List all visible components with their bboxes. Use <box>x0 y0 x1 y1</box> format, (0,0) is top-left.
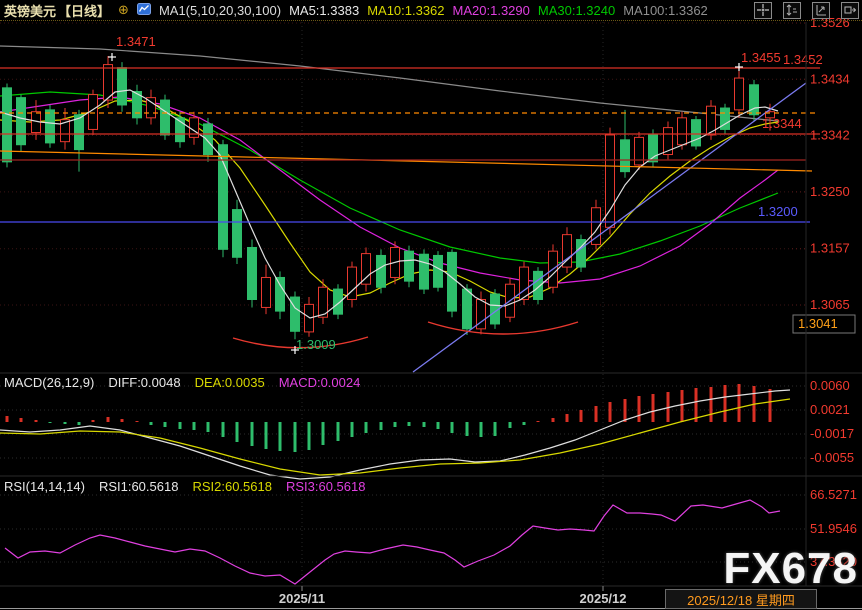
candle-body-down <box>404 250 414 282</box>
y-axis-label: 1.3250 <box>810 184 850 199</box>
price-annotation: 1.3344 <box>762 116 802 131</box>
ma-line-ma5 <box>0 89 779 319</box>
candle-body-down <box>117 67 127 106</box>
candle-body-down <box>160 99 170 136</box>
candle-body-down <box>749 84 759 116</box>
candle-body-down <box>376 254 386 288</box>
ma-line-ma30 <box>0 91 779 264</box>
legend-ma10: MA10:1.3362 <box>367 2 445 18</box>
macd-axis-label: 0.0060 <box>810 378 850 393</box>
candle-body-down <box>247 246 257 300</box>
candle-body-up <box>677 117 687 146</box>
ma-line-ma100 <box>0 45 779 122</box>
price-annotation: 1.3452 <box>783 52 823 67</box>
candle-body-down <box>720 107 730 130</box>
chart-type-icon[interactable] <box>136 2 151 19</box>
price-annotation: 1.3455 <box>741 50 781 65</box>
candle-body-down <box>333 288 343 315</box>
macd-axis-label: -0.0017 <box>810 426 854 441</box>
arc-annotation <box>232 336 369 349</box>
candle-body-up <box>562 234 572 268</box>
x-axis-label: 2025/11 <box>279 591 325 606</box>
candle-body-down <box>275 276 285 312</box>
candle-body-up <box>605 134 615 228</box>
candle-body-up <box>304 303 314 333</box>
crosshair-icon[interactable] <box>754 1 772 19</box>
fit-vertical-axis-icon[interactable] <box>783 1 801 19</box>
ma-settings-label: MA1(5,10,20,30,100) <box>158 2 282 18</box>
candle-body-down <box>175 117 185 143</box>
y-axis-label: 1.3065 <box>810 297 850 312</box>
rsi-axis-label: 66.5271 <box>810 487 857 502</box>
price-annotation: 1.3471 <box>116 34 156 49</box>
pan-right-icon[interactable] <box>841 1 859 19</box>
candle-body-up <box>519 266 529 300</box>
legend-ma5: MA5:1.3383 <box>289 2 360 18</box>
price-annotation: 1.3009 <box>296 337 336 352</box>
candle-body-down <box>419 253 429 290</box>
candle-body-down <box>45 109 55 144</box>
candle-body-down <box>620 139 630 173</box>
candle-body-down <box>447 251 457 312</box>
expand-icon[interactable]: ⊕ <box>118 2 129 17</box>
period-selector[interactable]: 【日线】 <box>58 3 111 19</box>
highlight-price-box <box>792 314 856 334</box>
fit-right-axis-icon[interactable] <box>812 1 830 19</box>
y-axis-label: 1.3434 <box>810 71 850 86</box>
candle-body-down <box>533 270 543 300</box>
y-axis-label: 1.3526 <box>810 15 850 30</box>
candle-body-down <box>16 97 26 146</box>
candle-body-down <box>290 296 300 332</box>
candle-body-down <box>2 87 12 163</box>
rsi-axis-label: 51.9546 <box>810 521 857 536</box>
rsi-axis-label: 37.3820 <box>810 554 857 569</box>
candle-body-down <box>132 91 142 119</box>
candle-body-up <box>634 136 644 166</box>
macd-axis-label: 0.0021 <box>810 402 850 417</box>
candle-body-down <box>203 123 213 156</box>
candle-body-up <box>361 253 371 285</box>
candle-body-down <box>433 254 443 288</box>
y-axis-label: 1.3157 <box>810 241 850 256</box>
rsi-line <box>4 499 781 585</box>
candle-body-up <box>734 77 744 111</box>
y-axis-label: 1.3342 <box>810 128 850 143</box>
candle-body-down <box>232 209 242 258</box>
candle-body-up <box>60 119 70 143</box>
x-axis-label: 2025/12 <box>580 591 627 606</box>
candle-body-down <box>691 119 701 147</box>
macd-dea-line <box>0 398 791 476</box>
candle-body-up <box>103 64 113 101</box>
candle-body-up <box>318 286 328 318</box>
current-date-label: 2025/12/18 星期四 <box>665 589 817 609</box>
symbol-name: 英镑美元 <box>4 3 57 19</box>
macd-axis-label: -0.0055 <box>810 450 854 465</box>
support-line <box>0 150 813 172</box>
trendline <box>412 82 807 373</box>
candle-body-down <box>218 144 228 250</box>
legend-ma30: MA30:1.3240 <box>537 2 616 18</box>
candle-body-up <box>146 97 156 119</box>
candle-body-up <box>706 105 716 136</box>
candle-body-up <box>765 111 775 119</box>
candle-body-up <box>476 298 486 330</box>
legend-ma20: MA20:1.3290 <box>452 2 530 18</box>
macd-diff-line <box>0 389 791 480</box>
candle-body-down <box>648 134 658 163</box>
candle-body-up <box>663 127 673 156</box>
title-bar: 英镑美元 【日线】 ⊕ MA1(5,10,20,30,100) MA5:1.338… <box>0 0 862 21</box>
ma-line-ma10 <box>0 99 779 299</box>
price-annotation: 1.3200 <box>758 204 798 219</box>
candle-body-down <box>462 288 472 330</box>
arc-annotation <box>427 321 579 335</box>
candle-body-up <box>261 276 271 308</box>
legend-ma100: MA100:1.3362 <box>623 2 708 18</box>
highlight-price-label: 1.3041 <box>798 316 838 331</box>
candle-body-down <box>74 114 84 151</box>
candle-body-up <box>347 266 357 300</box>
candle-body-down <box>576 239 586 268</box>
candle-body-up <box>591 207 601 245</box>
